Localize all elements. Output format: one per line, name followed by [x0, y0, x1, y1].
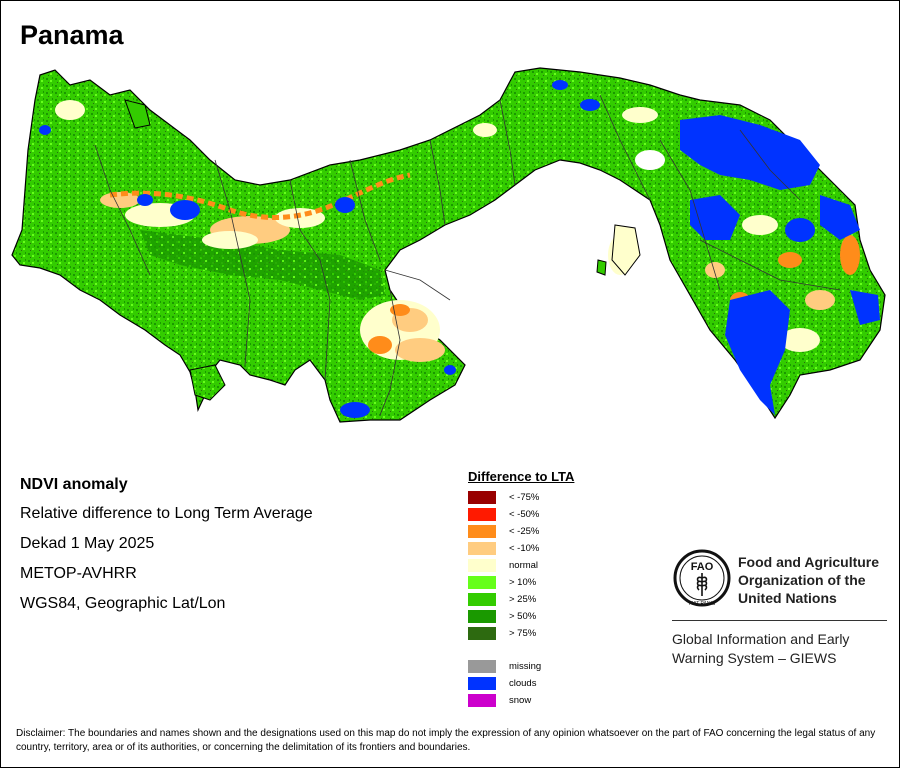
- legend-label: > 25%: [509, 594, 537, 605]
- legend-label: clouds: [509, 678, 537, 689]
- fao-org-name: Food and Agriculture Organization of the…: [738, 554, 880, 606]
- legend: Difference to LTA < -75% < -50% < -25% < -1…: [468, 469, 574, 709]
- map-title: NDVI anomaly: [20, 476, 128, 493]
- map-sensor: METOP-AVHRR: [20, 565, 137, 582]
- fao-logo-icon: FAO FIAT PANIS: [673, 549, 731, 607]
- legend-swatch: [468, 542, 496, 555]
- region-central-west: [140, 230, 385, 300]
- legend-label: < -75%: [509, 492, 540, 503]
- giews-name: Global Information and Early Warning Sys…: [672, 631, 850, 666]
- map-subtitle: Relative difference to Long Term Average: [20, 505, 313, 522]
- legend-swatch: [468, 593, 496, 606]
- legend-swatch: [468, 677, 496, 690]
- legend-label: > 50%: [509, 611, 537, 622]
- legend-label: > 75%: [509, 628, 537, 639]
- province-boundaries: [94, 94, 841, 416]
- legend-swatch: [468, 660, 496, 673]
- cloud-cover: [39, 80, 880, 418]
- legend-row: > 25%: [468, 591, 574, 608]
- legend-label: < -25%: [509, 526, 540, 537]
- logo-divider: [672, 620, 887, 621]
- legend-label: missing: [509, 661, 542, 672]
- legend-row: > 10%: [468, 574, 574, 591]
- legend-label: snow: [509, 695, 532, 706]
- ndvi-map: [11, 67, 886, 423]
- legend-row: > 75%: [468, 625, 574, 642]
- country-title: Panama: [20, 20, 124, 50]
- legend-row: < -25%: [468, 523, 574, 540]
- fao-logo-motto: FIAT PANIS: [689, 601, 716, 607]
- legend-swatch: [468, 610, 496, 623]
- legend-swatch: [468, 627, 496, 640]
- anomaly-band-orange: [109, 172, 411, 220]
- legend-label: < -50%: [509, 509, 540, 520]
- disclaimer: Disclaimer: The boundaries and names sho…: [16, 728, 876, 753]
- legend-label: normal: [509, 560, 539, 571]
- legend-row: normal: [468, 557, 574, 574]
- map-period: Dekad 1 May 2025: [20, 535, 155, 552]
- map-info: NDVI anomaly Relative difference to Long…: [20, 476, 313, 624]
- legend-row: missing: [468, 658, 574, 675]
- nodata-patch: [635, 150, 665, 170]
- fao-logo-letters: FAO: [691, 561, 714, 573]
- legend-row: < -75%: [468, 489, 574, 506]
- legend-row: clouds: [468, 675, 574, 692]
- legend-row: > 50%: [468, 608, 574, 625]
- legend-items: < -75% < -50% < -25% < -10% normal > 10% > 25%…: [468, 489, 574, 642]
- legend-swatch: [468, 576, 496, 589]
- legend-label: > 10%: [509, 577, 537, 588]
- legend-label: < -10%: [509, 543, 540, 554]
- islands: [124, 99, 641, 401]
- legend-swatch: [468, 559, 496, 572]
- legend-row: snow: [468, 692, 574, 709]
- legend-swatch: [468, 491, 496, 504]
- legend-swatch: [468, 508, 496, 521]
- legend-swatch: [468, 525, 496, 538]
- legend-extra-items: missing clouds snow: [468, 658, 574, 709]
- legend-row: < -50%: [468, 506, 574, 523]
- legend-row: < -10%: [468, 540, 574, 557]
- map-projection: WGS84, Geographic Lat/Lon: [20, 595, 226, 612]
- legend-swatch: [468, 694, 496, 707]
- legend-title: Difference to LTA: [468, 469, 575, 484]
